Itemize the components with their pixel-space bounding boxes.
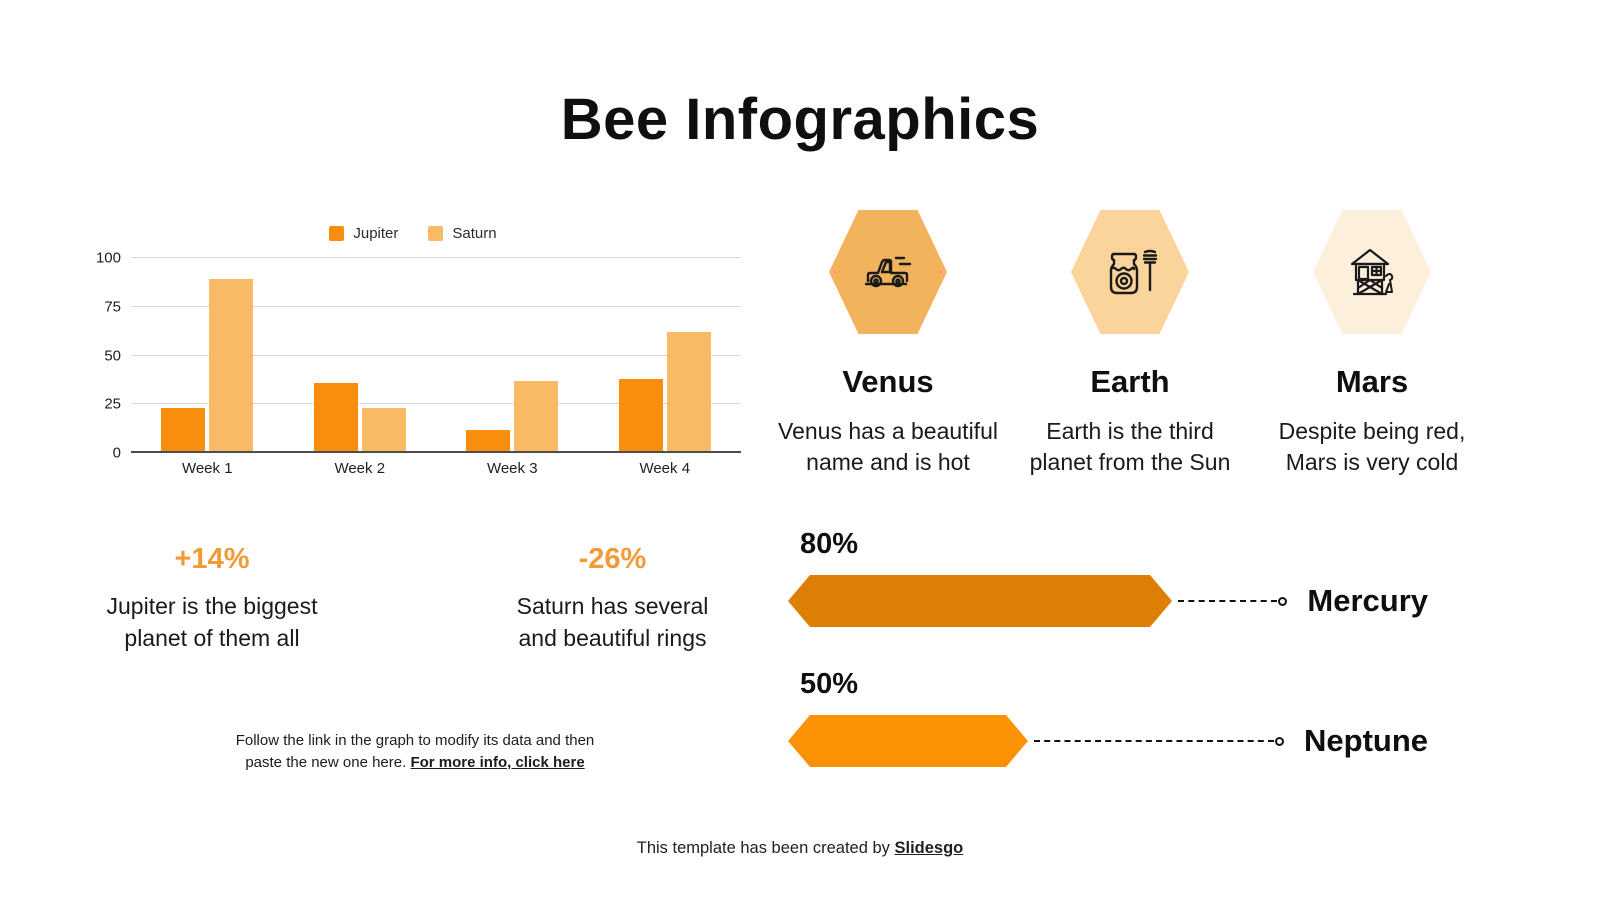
- mercury-connector-line: [1178, 600, 1278, 602]
- planet-name-mars: Mars: [1335, 364, 1409, 399]
- bar-saturn-week4: [666, 332, 711, 453]
- more-info-link[interactable]: For more info, click here: [410, 753, 585, 771]
- mercury-percent: 80%: [800, 528, 859, 560]
- legend-swatch-jupiter: [329, 225, 345, 241]
- stat-saturn: -26% Saturn has several and beautiful ri…: [495, 543, 730, 654]
- bar-jupiter-week4: [618, 378, 663, 453]
- progress-row-neptune: 50% Neptune: [788, 668, 1428, 767]
- progress-row-mercury: 80% Mercury: [788, 528, 1428, 627]
- gridline-25: [131, 403, 741, 405]
- stat-jupiter: +14% Jupiter is the biggest planet of th…: [92, 543, 332, 654]
- planet-desc-venus: Venus has a beautiful name and is hot: [778, 418, 998, 476]
- legend-swatch-saturn: [428, 225, 444, 241]
- bar-group-2: [284, 258, 437, 453]
- legend-item-saturn: Saturn: [428, 224, 497, 242]
- chart-x-axis: Week 1 Week 2 Week 3 Week 4: [131, 460, 741, 477]
- x-label-week2: Week 2: [334, 460, 386, 477]
- earth-hexagon: [1071, 210, 1189, 334]
- neptune-connector-dot: [1275, 736, 1284, 746]
- legend-item-jupiter: Jupiter: [329, 225, 398, 242]
- stat-jupiter-description: Jupiter is the biggest planet of them al…: [106, 593, 318, 652]
- planet-card-earth: Earth Earth is the third planet from the…: [1009, 210, 1251, 479]
- chart-note: Follow the link in the graph to modify i…: [120, 730, 710, 774]
- planet-card-venus: Venus Venus has a beautiful name and is …: [767, 210, 1009, 479]
- bar-group-3: [436, 258, 589, 453]
- mars-hexagon: [1313, 210, 1431, 334]
- truck-icon: [864, 256, 912, 288]
- stat-saturn-value: -26%: [578, 543, 647, 575]
- chart-y-axis: 0 25 50 75 100: [85, 250, 131, 462]
- x-label-week4: Week 4: [639, 460, 691, 477]
- neptune-connector-line: [1034, 740, 1274, 742]
- chart-plot-wrap: 0 25 50 75 100: [85, 250, 741, 462]
- planet-cards: Venus Venus has a beautiful name and is …: [767, 210, 1493, 479]
- gridline-50: [131, 354, 741, 356]
- mercury-bar: [788, 575, 1172, 627]
- bar-group-1: [131, 258, 284, 453]
- bar-saturn-week2: [361, 408, 406, 453]
- stat-saturn-description: Saturn has several and beautiful rings: [516, 593, 709, 652]
- treehouse-icon: [1350, 248, 1394, 296]
- bar-jupiter-week1: [161, 408, 206, 453]
- note-line2: paste the new one here.: [245, 753, 411, 771]
- planet-desc-earth: Earth is the third planet from the Sun: [1029, 418, 1231, 476]
- legend-label-jupiter: Jupiter: [353, 224, 399, 242]
- chart-bars: [131, 258, 741, 453]
- bar-jupiter-week2: [313, 382, 358, 453]
- y-tick-50: 50: [104, 347, 121, 364]
- y-tick-100: 100: [95, 249, 121, 267]
- chart-plot-area: [131, 257, 741, 453]
- bar-saturn-week3: [514, 380, 559, 453]
- neptune-label: Neptune: [1304, 723, 1428, 758]
- bar-saturn-week1: [209, 279, 254, 453]
- stat-jupiter-value: +14%: [174, 543, 250, 575]
- footer-text: This template has been created by: [636, 839, 895, 857]
- slidesgo-link[interactable]: Slidesgo: [894, 839, 964, 857]
- planet-name-earth: Earth: [1090, 364, 1170, 399]
- gridline-0: [131, 451, 741, 453]
- planet-name-venus: Venus: [842, 364, 934, 399]
- page-title: Bee Infographics: [560, 87, 1040, 152]
- y-tick-25: 25: [104, 395, 121, 413]
- mercury-bar-line: Mercury: [788, 575, 1428, 627]
- x-label-week3: Week 3: [486, 460, 538, 477]
- bar-chart: Jupiter Saturn 0 25 50 75 100 Week 1 Week 2 Wee…: [85, 222, 741, 477]
- footer: This template has been created by Slides…: [0, 839, 1600, 858]
- bar-group-4: [589, 258, 742, 453]
- legend-label-saturn: Saturn: [452, 224, 497, 242]
- y-tick-75: 75: [104, 298, 121, 316]
- neptune-percent: 50%: [800, 668, 859, 700]
- planet-card-mars: Mars Despite being red, Mars is very col…: [1251, 210, 1493, 479]
- note-line1: Follow the link in the graph to modify i…: [235, 732, 595, 749]
- venus-hexagon: [829, 210, 947, 334]
- x-label-week1: Week 1: [181, 460, 233, 477]
- gridline-100: [131, 257, 741, 258]
- honey-jar-icon: [1109, 249, 1158, 295]
- y-tick-0: 0: [112, 444, 121, 462]
- mercury-connector-dot: [1278, 596, 1288, 606]
- planet-desc-mars: Despite being red, Mars is very cold: [1278, 418, 1466, 476]
- chart-legend: Jupiter Saturn: [85, 222, 741, 244]
- mercury-label: Mercury: [1307, 583, 1428, 618]
- gridline-75: [131, 305, 741, 307]
- neptune-bar-line: Neptune: [788, 715, 1428, 767]
- neptune-bar: [788, 715, 1028, 767]
- bar-jupiter-week3: [466, 429, 511, 453]
